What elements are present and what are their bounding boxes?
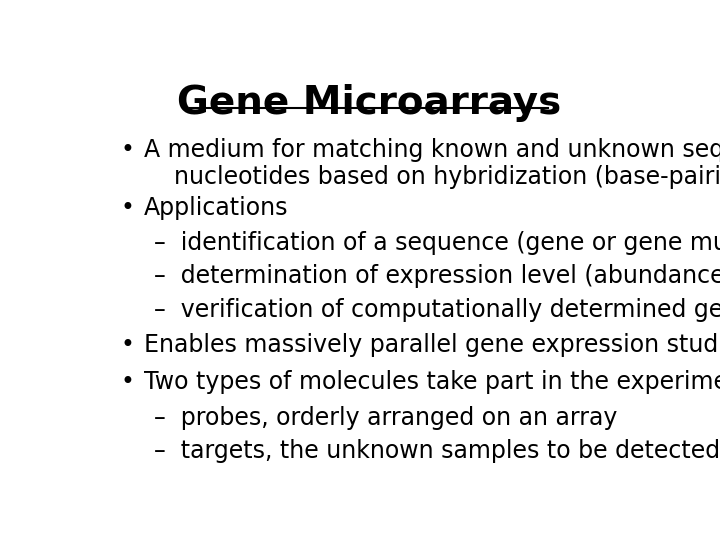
Text: –  identification of a sequence (gene or gene mutation): – identification of a sequence (gene or … (154, 231, 720, 255)
Text: –  probes, orderly arranged on an array: – probes, orderly arranged on an array (154, 406, 618, 430)
Text: •: • (121, 138, 135, 161)
Text: Applications: Applications (144, 196, 289, 220)
Text: Two types of molecules take part in the experiments:: Two types of molecules take part in the … (144, 370, 720, 394)
Text: Enables massively parallel gene expression studies: Enables massively parallel gene expressi… (144, 333, 720, 357)
Text: –  targets, the unknown samples to be detected: – targets, the unknown samples to be det… (154, 439, 720, 463)
Text: Gene Microarrays: Gene Microarrays (177, 84, 561, 122)
Text: •: • (121, 333, 135, 357)
Text: –  determination of expression level (abundance) of genes: – determination of expression level (abu… (154, 265, 720, 288)
Text: •: • (121, 196, 135, 220)
Text: –  verification of computationally determined genes: – verification of computationally determ… (154, 298, 720, 322)
Text: •: • (121, 370, 135, 394)
Text: A medium for matching known and unknown sequences of
    nucleotides based on hy: A medium for matching known and unknown … (144, 138, 720, 190)
